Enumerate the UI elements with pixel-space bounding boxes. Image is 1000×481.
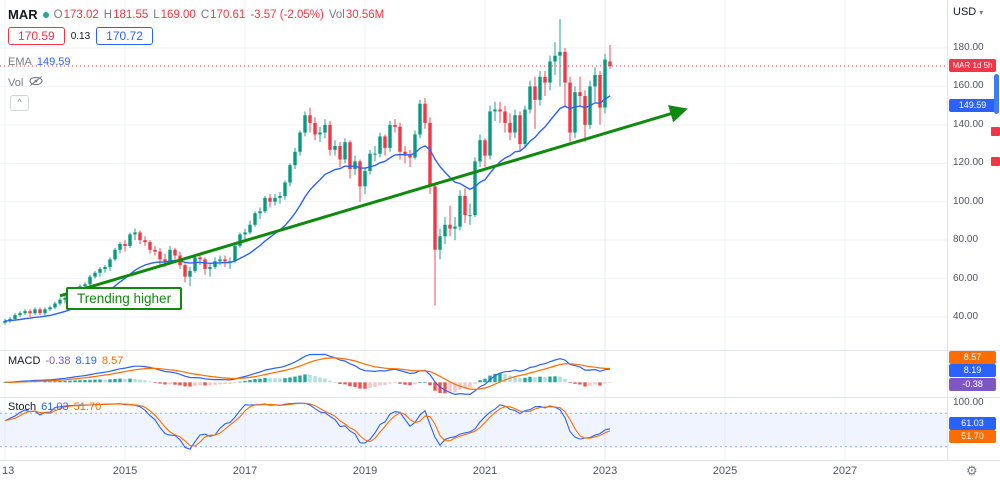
volume-indicator-label: Vol [8,76,24,89]
ema-value: 149.59 [36,56,71,68]
macd-hist-value: -0.38 [45,355,71,367]
scrollbar-thumb[interactable] [994,74,999,114]
macd-line-badge: 8.19 [949,364,996,377]
macd-line [4,353,611,396]
clipped-panel-fragment [991,127,1000,136]
time-tick: 2019 [352,465,378,477]
grid [0,0,947,460]
macd-hist-badge: -0.38 [949,378,996,391]
settings-gear-icon[interactable]: ⚙ [966,463,978,478]
stoch-label: Stoch [8,401,37,413]
macd-line-value: 8.19 [75,355,97,367]
spread-value: 0.13 [70,30,91,42]
macd-signal-value: 8.57 [101,355,124,367]
last-price-countdown-badge: MAR 1d 5h [949,59,996,72]
price-tick: 160.00 [953,80,984,92]
time-tick: 2017 [232,465,258,477]
time-tick: 2025 [712,465,738,477]
ema-label: EMA [8,56,32,68]
macd-label: MACD [8,355,41,367]
macd-signal-line [5,357,611,391]
stoch-d-value: 51.70 [73,401,102,413]
price-tick: 120.00 [953,157,984,169]
stoch-scale-top-label: 100.00 [953,397,984,408]
currency-label: USD [953,6,977,18]
stoch-k-value: 61.03 [41,401,69,413]
open-value: O 173.02 [53,8,99,21]
volume-indicator-legend[interactable]: Vol [8,75,44,90]
price-tick: 80.00 [953,234,979,246]
market-status-dot [42,11,49,18]
trend-annotation-label[interactable]: Trending higher [66,287,183,310]
quote-row: 170.59 0.13 170.72 [8,27,153,45]
stoch-d-badge: 51.70 [949,430,996,443]
close-value: C 170.61 [200,8,246,21]
time-tick: 2023 [592,465,618,477]
symbol-name[interactable]: MAR [8,7,38,22]
time-tick: 2021 [472,465,498,477]
time-axis[interactable]: ⚙ 13 2015 2017 2019 2021 2023 2025 2027 [0,460,1000,481]
price-tick: 140.00 [953,118,984,130]
macd-histogram [3,373,612,394]
price-axis[interactable]: USD ▾ MAR 1d 5h 149.59 8.57 8.19 -0.38 1… [947,0,1000,460]
macd-signal-badge: 8.57 [949,351,996,364]
price-tick: 100.00 [953,195,984,207]
stoch-k-badge: 61.03 [949,417,996,430]
stoch-d-line [4,402,611,447]
sell-price-button[interactable]: 170.59 [8,27,65,45]
time-tick: 2027 [832,465,858,477]
macd-legend[interactable]: MACD -0.38 8.19 8.57 [8,355,123,367]
eye-off-icon[interactable] [28,75,44,90]
buy-price-button[interactable]: 170.72 [96,27,153,45]
stoch-legend[interactable]: Stoch 61.03 51.70 [8,401,101,413]
price-tick: 60.00 [953,272,979,284]
time-tick: 13 [2,465,15,477]
time-tick: 2015 [112,465,138,477]
ema-legend[interactable]: EMA 149.59 [8,56,71,68]
price-tick: 180.00 [953,42,984,53]
candlestick-series [3,19,612,325]
volume-value: Vol 30.56M [328,8,385,21]
trend-line [59,105,688,298]
ema-price-badge: 149.59 [949,99,996,112]
symbol-legend: MAR O 173.02 H 181.55 L 169.00 C 170.61 -3.5… [8,7,384,22]
currency-selector[interactable]: USD ▾ [953,6,983,18]
low-value: L 169.00 [153,8,196,21]
pane-collapse-button[interactable]: ^ [10,95,29,111]
change-value: -3.57 (-2.05%) [250,8,324,21]
high-value: H 181.55 [103,8,149,21]
chevron-down-icon: ▾ [979,7,984,17]
clipped-panel-fragment [991,157,1000,166]
price-tick: 40.00 [953,310,979,322]
